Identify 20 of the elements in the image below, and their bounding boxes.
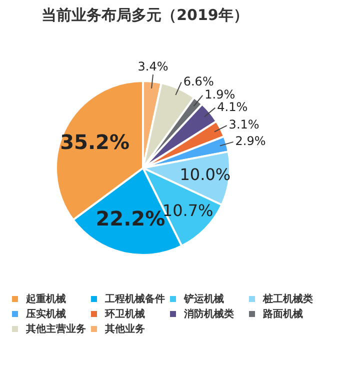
legend-label: 起重机械	[26, 292, 66, 306]
legend-label: 其他主营业务	[26, 322, 86, 336]
legend-label: 压实机械	[26, 307, 66, 320]
data-label: 35.2%	[60, 130, 130, 154]
legend-label: 工程机械备件	[105, 292, 165, 306]
legend-label: 路面机械	[263, 308, 303, 320]
data-label: 10.0%	[180, 164, 231, 184]
data-label: 3.4%	[138, 60, 168, 74]
chart-title: 当前业务布局多元（2019年）	[40, 6, 250, 25]
legend-label: 铲运机械	[184, 292, 224, 306]
legend-label: 桩工机械类	[263, 292, 313, 306]
data-label: 1.9%	[204, 88, 236, 102]
data-label: 6.6%	[183, 74, 214, 88]
data-label: 3.1%	[228, 118, 260, 132]
legend-label: 其他业务	[105, 322, 145, 336]
data-label: 22.2%	[96, 206, 166, 231]
data-label: 2.9%	[235, 134, 266, 148]
data-label: 4.1%	[217, 100, 248, 114]
legend-label: 消防机械类	[184, 308, 234, 320]
legend-label: 环卫机械	[105, 308, 145, 320]
